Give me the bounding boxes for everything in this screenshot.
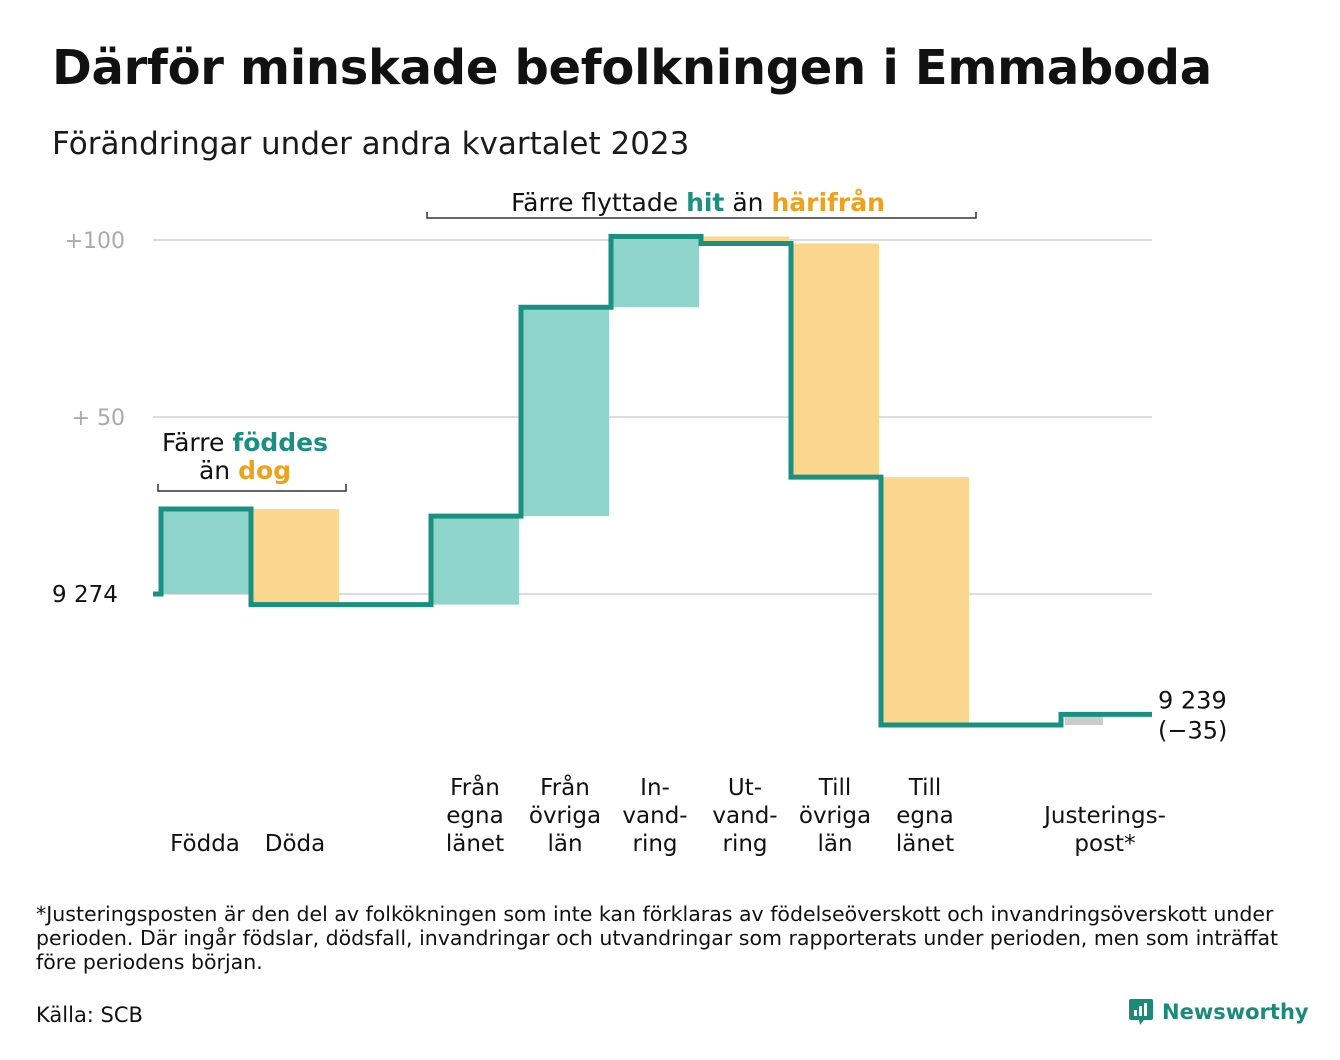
category-label: övriga bbox=[799, 803, 871, 829]
cumulative-step-line bbox=[153, 233, 1152, 728]
waterfall-bar bbox=[431, 516, 519, 605]
y-tick-label: + 50 bbox=[72, 406, 125, 431]
waterfall-bar bbox=[611, 236, 699, 308]
category-label: länet bbox=[446, 831, 504, 857]
migration-annotation: Färre flyttade hit än härifrån bbox=[511, 188, 885, 217]
category-label: egna bbox=[896, 803, 953, 829]
category-label: post* bbox=[1074, 831, 1135, 857]
migration-bracket bbox=[426, 212, 977, 219]
brand-logo: Newsworthy bbox=[1128, 997, 1309, 1027]
category-label: län bbox=[547, 831, 582, 857]
category-label: Till bbox=[908, 775, 942, 801]
y-tick-label: +100 bbox=[65, 229, 125, 254]
category-label: Från bbox=[540, 773, 590, 801]
waterfall-bar bbox=[251, 509, 339, 605]
births-annotation-line1: Färre föddes bbox=[162, 428, 328, 457]
waterfall-bar bbox=[881, 477, 969, 725]
waterfall-bar bbox=[161, 509, 249, 594]
category-label: Födda bbox=[170, 831, 240, 857]
waterfall-bar bbox=[521, 307, 609, 517]
category-label: Till bbox=[818, 775, 852, 801]
brand-name: Newsworthy bbox=[1162, 1000, 1309, 1024]
category-label: egna bbox=[446, 803, 503, 829]
category-label: övriga bbox=[529, 803, 601, 829]
newsworthy-logo-icon bbox=[1129, 999, 1153, 1025]
waterfall-bar bbox=[701, 236, 789, 244]
page-subtitle: Förändringar under andra kvartalet 2023 bbox=[52, 126, 690, 162]
source-note: Källa: SCB bbox=[36, 1003, 143, 1027]
footnote: *Justeringsposten är den del av folkökni… bbox=[36, 902, 1279, 974]
waterfall-bar bbox=[1065, 714, 1103, 725]
category-label: Döda bbox=[265, 831, 325, 857]
category-label: länet bbox=[896, 831, 954, 857]
category-label: ring bbox=[632, 831, 677, 857]
category-label: Justerings- bbox=[1042, 803, 1166, 829]
end-value-label: 9 239 bbox=[1158, 686, 1227, 714]
category-label: län bbox=[817, 831, 852, 857]
waterfall-bar bbox=[791, 243, 879, 478]
category-label: vand- bbox=[712, 803, 777, 829]
category-label: vand- bbox=[622, 803, 687, 829]
page-title: Därför minskade befolkningen i Emmaboda bbox=[52, 40, 1212, 96]
births-annotation-line2: än dog bbox=[199, 456, 291, 485]
end-change-label: (−35) bbox=[1158, 716, 1227, 744]
category-label: ring bbox=[722, 831, 767, 857]
start-value-label: 9 274 bbox=[52, 582, 118, 608]
category-label: Ut- bbox=[728, 775, 762, 801]
category-label: Från bbox=[450, 773, 500, 801]
births-bracket bbox=[157, 484, 347, 492]
category-label: In- bbox=[640, 775, 670, 801]
